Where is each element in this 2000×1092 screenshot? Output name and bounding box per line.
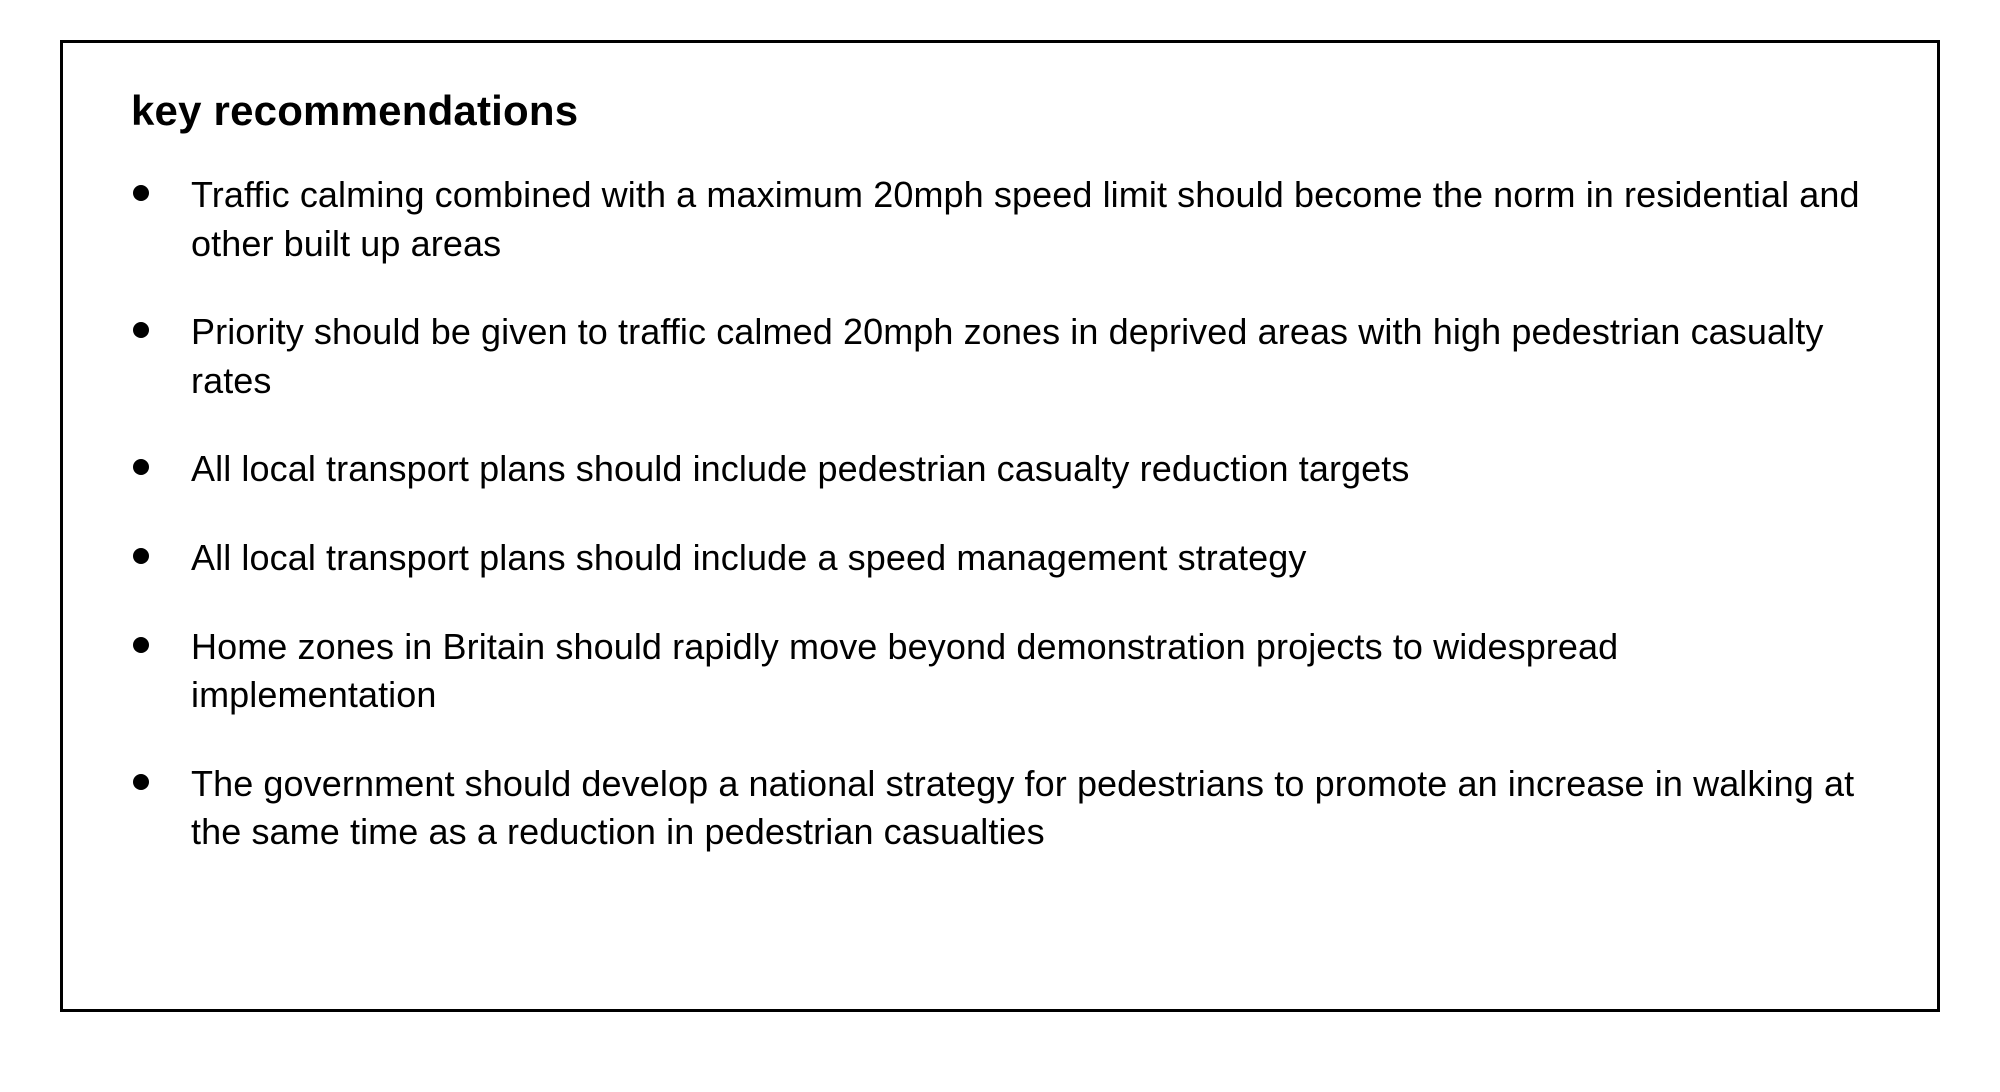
recommendations-heading: key recommendations xyxy=(131,87,1869,135)
list-item: All local transport plans should include… xyxy=(131,534,1869,583)
list-item: Priority should be given to traffic calm… xyxy=(131,308,1869,405)
list-item: Home zones in Britain should rapidly mov… xyxy=(131,623,1869,720)
list-item: The government should develop a national… xyxy=(131,760,1869,857)
recommendations-list: Traffic calming combined with a maximum … xyxy=(131,171,1869,857)
list-item: All local transport plans should include… xyxy=(131,445,1869,494)
recommendations-box: key recommendations Traffic calming comb… xyxy=(60,40,1940,1012)
list-item: Traffic calming combined with a maximum … xyxy=(131,171,1869,268)
